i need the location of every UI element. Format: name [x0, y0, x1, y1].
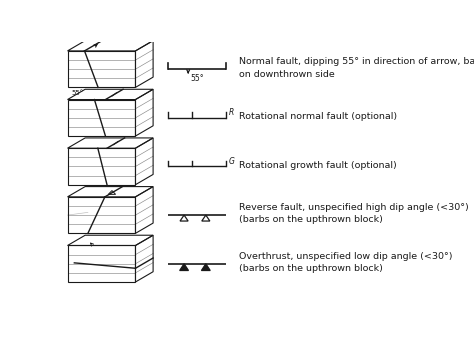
Text: Reverse fault, unspecified high dip angle (<30°)
(barbs on the upthrown block): Reverse fault, unspecified high dip angl…	[239, 203, 469, 225]
Text: Overthrust, unspecified low dip angle (<30°)
(barbs on the upthrown block): Overthrust, unspecified low dip angle (<…	[239, 252, 453, 273]
Text: Normal fault, dipping 55° in direction of arrow, barbs
on downthrown side: Normal fault, dipping 55° in direction o…	[239, 57, 474, 79]
Text: Rotational growth fault (optional): Rotational growth fault (optional)	[239, 161, 397, 170]
Text: G: G	[228, 157, 235, 166]
Text: 55°: 55°	[191, 74, 204, 83]
Polygon shape	[201, 264, 210, 271]
Text: Rotational normal fault (optional): Rotational normal fault (optional)	[239, 112, 397, 121]
Polygon shape	[180, 264, 189, 271]
Text: R: R	[228, 108, 234, 117]
Text: 55°: 55°	[71, 90, 83, 95]
